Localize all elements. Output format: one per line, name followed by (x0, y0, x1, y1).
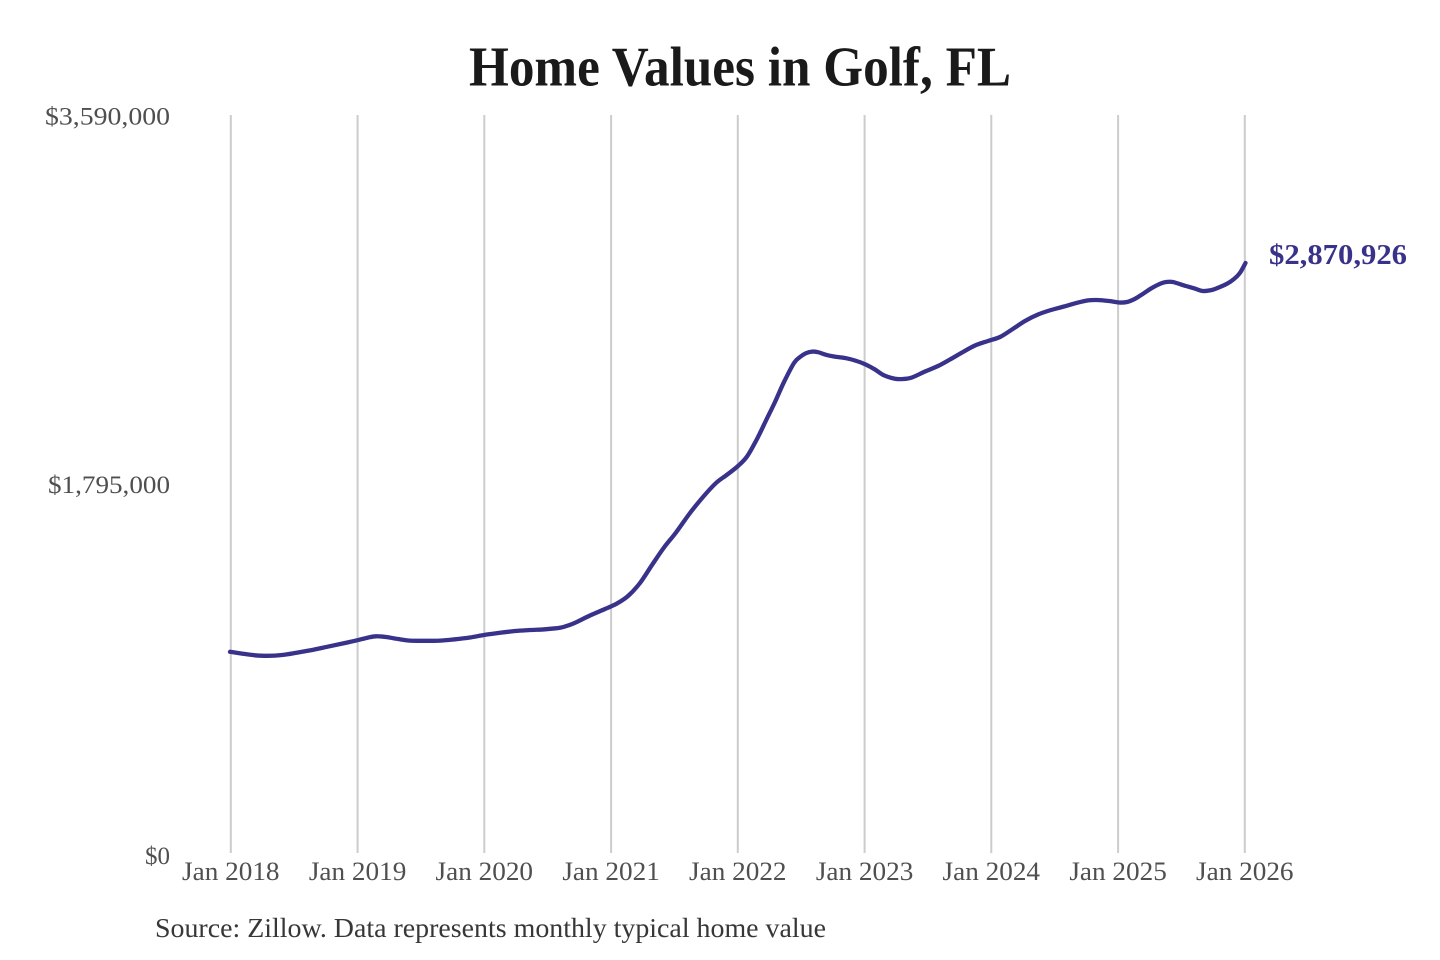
svg-text:Jan 2025: Jan 2025 (1069, 857, 1167, 886)
svg-text:Home Values in Golf, FL: Home Values in Golf, FL (469, 37, 1011, 99)
svg-text:$1,795,000: $1,795,000 (48, 472, 170, 499)
svg-text:Jan 2021: Jan 2021 (562, 857, 660, 886)
svg-text:Jan 2022: Jan 2022 (689, 857, 787, 886)
svg-text:Jan 2019: Jan 2019 (309, 857, 407, 886)
svg-text:Jan 2023: Jan 2023 (816, 857, 914, 886)
svg-text:$0: $0 (145, 843, 170, 870)
svg-text:Jan 2026: Jan 2026 (1196, 857, 1294, 886)
svg-text:Source: Zillow. Data represent: Source: Zillow. Data represents monthly … (155, 913, 826, 943)
svg-text:Jan 2020: Jan 2020 (436, 857, 534, 886)
svg-text:$2,870,926: $2,870,926 (1269, 240, 1407, 271)
svg-text:Jan 2024: Jan 2024 (943, 857, 1041, 886)
svg-text:Jan 2018: Jan 2018 (182, 857, 280, 886)
svg-text:$3,590,000: $3,590,000 (45, 104, 170, 131)
